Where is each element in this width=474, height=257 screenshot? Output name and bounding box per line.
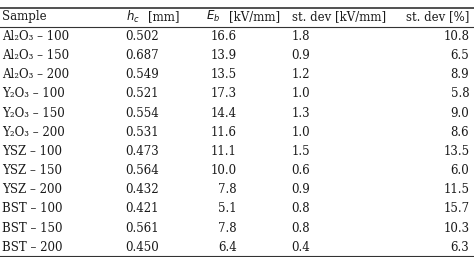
- Text: $E_b$: $E_b$: [206, 9, 220, 24]
- Text: st. dev [kV/mm]: st. dev [kV/mm]: [292, 10, 386, 23]
- Text: 0.561: 0.561: [126, 222, 159, 235]
- Text: 6.5: 6.5: [450, 49, 469, 62]
- Text: 11.6: 11.6: [211, 126, 237, 139]
- Text: 10.0: 10.0: [211, 164, 237, 177]
- Text: 0.9: 0.9: [292, 49, 310, 62]
- Text: YSZ – 100: YSZ – 100: [2, 145, 63, 158]
- Text: 1.2: 1.2: [292, 68, 310, 81]
- Text: 14.4: 14.4: [211, 107, 237, 120]
- Text: 0.564: 0.564: [126, 164, 159, 177]
- Text: 0.554: 0.554: [126, 107, 159, 120]
- Text: st. dev [%]: st. dev [%]: [406, 10, 469, 23]
- Text: Al₂O₃ – 150: Al₂O₃ – 150: [2, 49, 70, 62]
- Text: 6.0: 6.0: [450, 164, 469, 177]
- Text: YSZ – 200: YSZ – 200: [2, 183, 63, 196]
- Text: 0.450: 0.450: [126, 241, 159, 254]
- Text: 13.9: 13.9: [211, 49, 237, 62]
- Text: 5.1: 5.1: [219, 203, 237, 215]
- Text: 6.3: 6.3: [450, 241, 469, 254]
- Text: Al₂O₃ – 100: Al₂O₃ – 100: [2, 30, 70, 43]
- Text: 11.1: 11.1: [211, 145, 237, 158]
- Text: 0.521: 0.521: [126, 87, 159, 100]
- Text: 15.7: 15.7: [443, 203, 469, 215]
- Text: 10.3: 10.3: [443, 222, 469, 235]
- Text: BST – 200: BST – 200: [2, 241, 63, 254]
- Text: 16.6: 16.6: [211, 30, 237, 43]
- Text: 1.0: 1.0: [292, 87, 310, 100]
- Text: 1.8: 1.8: [292, 30, 310, 43]
- Text: 13.5: 13.5: [211, 68, 237, 81]
- Text: 0.432: 0.432: [126, 183, 159, 196]
- Text: 0.421: 0.421: [126, 203, 159, 215]
- Text: 6.4: 6.4: [218, 241, 237, 254]
- Text: 10.8: 10.8: [443, 30, 469, 43]
- Text: 13.5: 13.5: [443, 145, 469, 158]
- Text: Y₂O₃ – 150: Y₂O₃ – 150: [2, 107, 65, 120]
- Text: 0.687: 0.687: [126, 49, 159, 62]
- Text: 0.549: 0.549: [126, 68, 159, 81]
- Text: Al₂O₃ – 200: Al₂O₃ – 200: [2, 68, 70, 81]
- Text: $h_c$: $h_c$: [126, 9, 139, 25]
- Text: 5.8: 5.8: [451, 87, 469, 100]
- Text: 17.3: 17.3: [211, 87, 237, 100]
- Text: YSZ – 150: YSZ – 150: [2, 164, 63, 177]
- Text: 0.6: 0.6: [292, 164, 310, 177]
- Text: 0.8: 0.8: [292, 203, 310, 215]
- Text: 1.0: 1.0: [292, 126, 310, 139]
- Text: 8.6: 8.6: [451, 126, 469, 139]
- Text: 1.5: 1.5: [292, 145, 310, 158]
- Text: BST – 100: BST – 100: [2, 203, 63, 215]
- Text: 7.8: 7.8: [219, 183, 237, 196]
- Text: 0.9: 0.9: [292, 183, 310, 196]
- Text: 7.8: 7.8: [219, 222, 237, 235]
- Text: 1.3: 1.3: [292, 107, 310, 120]
- Text: 9.0: 9.0: [450, 107, 469, 120]
- Text: 8.9: 8.9: [451, 68, 469, 81]
- Text: [kV/mm]: [kV/mm]: [229, 10, 280, 23]
- Text: Y₂O₃ – 100: Y₂O₃ – 100: [2, 87, 65, 100]
- Text: 11.5: 11.5: [443, 183, 469, 196]
- Text: BST – 150: BST – 150: [2, 222, 63, 235]
- Text: 0.8: 0.8: [292, 222, 310, 235]
- Text: Sample: Sample: [2, 10, 47, 23]
- Text: [mm]: [mm]: [148, 10, 180, 23]
- Text: 0.502: 0.502: [126, 30, 159, 43]
- Text: 0.4: 0.4: [292, 241, 310, 254]
- Text: Y₂O₃ – 200: Y₂O₃ – 200: [2, 126, 65, 139]
- Text: 0.473: 0.473: [126, 145, 159, 158]
- Text: 0.531: 0.531: [126, 126, 159, 139]
